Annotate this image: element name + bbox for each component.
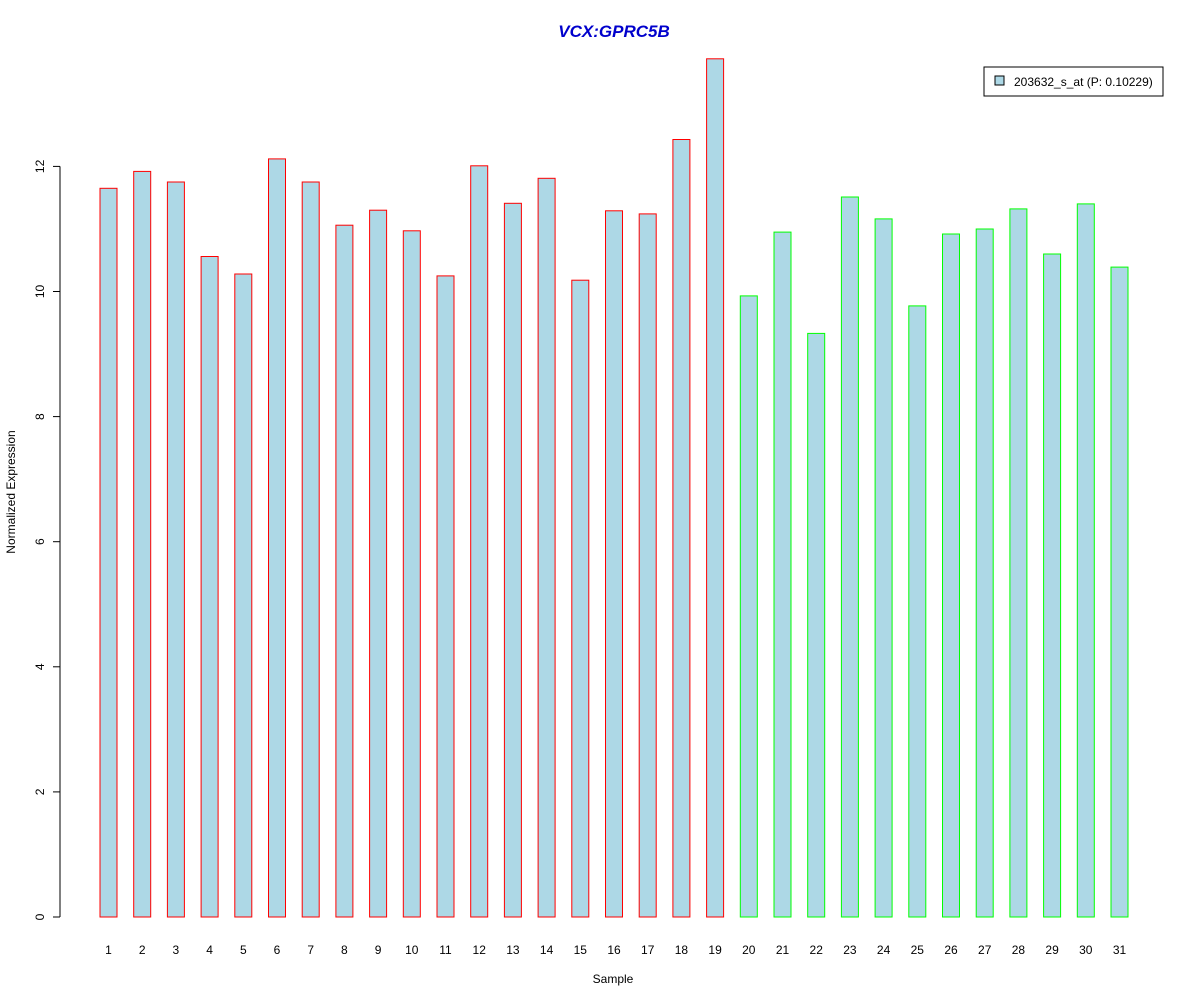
bar-sample-28 bbox=[1009, 208, 1028, 918]
legend-swatch bbox=[994, 75, 1005, 86]
bar-sample-29 bbox=[1043, 253, 1062, 918]
bar-sample-12 bbox=[470, 165, 489, 918]
x-tick-label: 19 bbox=[708, 943, 722, 957]
bar-sample-16 bbox=[605, 210, 623, 918]
bar-sample-31 bbox=[1110, 266, 1129, 918]
x-tick-label: 8 bbox=[341, 943, 348, 957]
x-tick-label: 11 bbox=[439, 943, 452, 957]
x-tick-label: 28 bbox=[1012, 943, 1026, 957]
legend-label: 203632_s_at (P: 0.10229) bbox=[1014, 75, 1153, 89]
bar-sample-9 bbox=[369, 209, 388, 918]
x-tick-label: 20 bbox=[742, 943, 756, 957]
x-tick-label: 29 bbox=[1045, 943, 1059, 957]
bar-sample-13 bbox=[503, 202, 522, 918]
bar-sample-14 bbox=[537, 177, 556, 918]
bar-sample-24 bbox=[874, 218, 893, 918]
bar-sample-4 bbox=[200, 256, 219, 918]
bar-sample-7 bbox=[301, 181, 320, 918]
bar-sample-19 bbox=[706, 58, 725, 918]
x-tick-label: 24 bbox=[877, 943, 891, 957]
y-tick-label: 10 bbox=[33, 285, 47, 299]
bars bbox=[99, 58, 1129, 918]
x-tick-label: 21 bbox=[776, 943, 790, 957]
y-tick-label: 12 bbox=[33, 159, 47, 173]
x-tick-label: 7 bbox=[307, 943, 314, 957]
bar-sample-22 bbox=[807, 332, 826, 918]
y-axis: 0 2 4 6 8 10 12 bbox=[33, 159, 61, 920]
bar-sample-3 bbox=[166, 181, 185, 918]
legend: 203632_s_at (P: 0.10229) bbox=[983, 66, 1164, 97]
x-tick-label: 26 bbox=[944, 943, 958, 957]
x-tick-label: 27 bbox=[978, 943, 992, 957]
x-tick-label: 14 bbox=[540, 943, 554, 957]
bar-sample-30 bbox=[1076, 203, 1095, 918]
x-tick-label: 18 bbox=[675, 943, 689, 957]
bar-sample-25 bbox=[908, 305, 927, 918]
x-tick-label: 25 bbox=[911, 943, 925, 957]
legend-box bbox=[983, 66, 1164, 97]
y-axis-title: Normalized Expression bbox=[4, 430, 18, 553]
x-tick-label: 9 bbox=[375, 943, 382, 957]
bar-sample-17 bbox=[638, 213, 657, 918]
x-axis-labels: 1 2 3 4 5 6 7 8 9 10 11 12 13 14 15 16 17 18 19 20 21 22 23 24 2… bbox=[105, 943, 1126, 957]
x-tick-label: 15 bbox=[574, 943, 588, 957]
bar-sample-20 bbox=[739, 295, 758, 918]
y-tick-label: 4 bbox=[33, 663, 47, 670]
x-tick-label: 31 bbox=[1113, 943, 1127, 957]
y-tick-label: 6 bbox=[33, 538, 47, 545]
x-tick-label: 3 bbox=[173, 943, 180, 957]
x-tick-label: 6 bbox=[274, 943, 281, 957]
x-tick-label: 12 bbox=[473, 943, 487, 957]
x-tick-label: 2 bbox=[139, 943, 146, 957]
x-tick-label: 17 bbox=[641, 943, 655, 957]
bar-sample-2 bbox=[133, 170, 152, 918]
bar-sample-11 bbox=[436, 275, 455, 918]
bar-sample-10 bbox=[402, 230, 421, 918]
x-tick-label: 30 bbox=[1079, 943, 1093, 957]
x-axis-title: Sample bbox=[593, 972, 634, 986]
x-tick-label: 16 bbox=[607, 943, 621, 957]
bar-sample-23 bbox=[840, 196, 859, 918]
x-tick-label: 22 bbox=[810, 943, 824, 957]
bar-sample-15 bbox=[571, 279, 590, 918]
bar-sample-8 bbox=[335, 224, 354, 918]
bar-sample-21 bbox=[773, 231, 792, 918]
bar-sample-18 bbox=[672, 139, 691, 918]
x-tick-label: 23 bbox=[843, 943, 857, 957]
y-tick-label: 8 bbox=[33, 413, 47, 420]
bar-sample-1 bbox=[99, 187, 118, 918]
chart-title: VCX:GPRC5B bbox=[558, 22, 669, 41]
x-tick-label: 4 bbox=[206, 943, 213, 957]
x-tick-label: 5 bbox=[240, 943, 247, 957]
bar-sample-26 bbox=[942, 233, 960, 918]
y-tick-label: 2 bbox=[33, 788, 47, 795]
x-tick-label: 13 bbox=[506, 943, 520, 957]
x-tick-label: 1 bbox=[105, 943, 112, 957]
bar-sample-27 bbox=[975, 228, 994, 918]
x-tick-label: 10 bbox=[405, 943, 419, 957]
bar-sample-6 bbox=[268, 158, 286, 918]
bar-sample-5 bbox=[234, 273, 253, 918]
y-tick-label: 0 bbox=[33, 913, 47, 920]
